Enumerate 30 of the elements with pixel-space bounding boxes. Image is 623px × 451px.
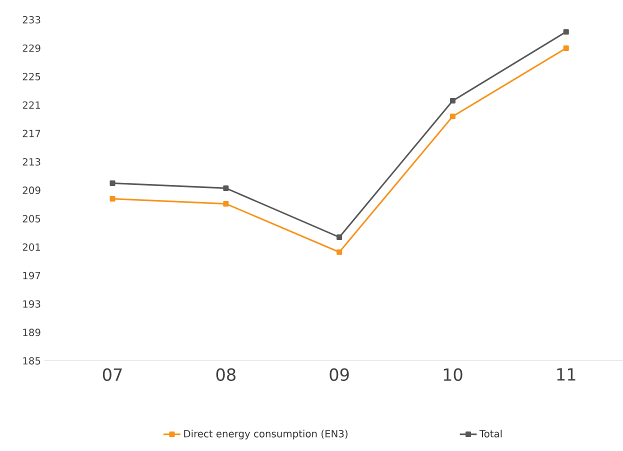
point [110,196,116,202]
point [450,98,456,104]
x-tick-label: 07 [102,368,122,382]
y-tick-label: 193 [23,300,40,308]
y-tick-label: 229 [22,44,40,52]
y-tick-label: 205 [22,215,40,223]
legend-label: Direct energy consumption (EN3) [184,430,348,440]
point [563,29,569,35]
legend-label: Total [479,430,502,438]
point [223,185,229,192]
y-tick-label: 197 [23,272,40,280]
point [223,201,229,207]
y-tick-label: 189 [23,328,40,336]
point [563,46,569,52]
y-tick-label: 185 [23,357,40,365]
x-tick-label: 10 [444,368,462,382]
x-tick-label: 08 [216,368,236,382]
point [110,180,116,186]
x-tick-label: 09 [330,368,349,382]
y-tick-label: 217 [22,130,40,138]
y-tick-label: 209 [22,186,40,194]
point [450,114,456,120]
y-tick-label: 225 [22,72,40,80]
y-tick-label: 233 [22,16,40,24]
point [336,249,342,255]
x-tick-label: 11 [557,368,576,381]
y-tick-label: 213 [22,158,40,166]
point [336,234,342,240]
y-tick-label: 201 [22,243,40,251]
y-tick-label: 221 [22,101,40,109]
